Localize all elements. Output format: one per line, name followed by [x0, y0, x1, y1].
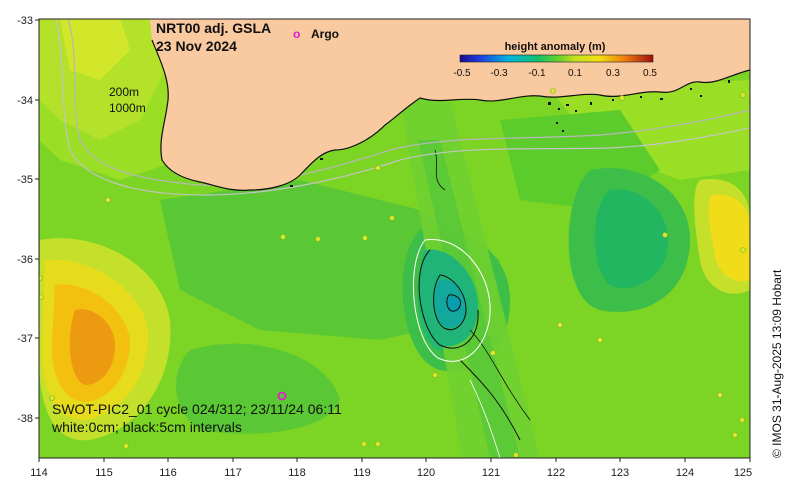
coastline	[151, 39, 750, 191]
map-plot-area	[39, 19, 750, 458]
swot-contour-info: white:0cm; black:5cm intervals	[51, 419, 242, 435]
swot-contour	[433, 274, 467, 330]
y-tick-label: -35	[17, 174, 33, 186]
plot-frame	[38, 18, 751, 459]
swot-contour	[418, 249, 479, 349]
colorbar-tick-label: -0.1	[528, 68, 546, 79]
x-tick-label: 116	[159, 467, 177, 479]
ocean-region	[595, 189, 669, 289]
y-tick-label: -36	[17, 254, 33, 266]
map-title: NRT00 adj. GSLA	[156, 20, 271, 36]
x-tick-label: 120	[417, 467, 435, 479]
y-tick-label: -34	[17, 95, 33, 107]
map-date: 23 Nov 2024	[156, 38, 237, 54]
x-axis-labels: 114 115 116 117 118 119 120 121 122 123 …	[30, 467, 752, 479]
warm-eddy-core	[69, 309, 115, 385]
x-tick-label: 117	[224, 467, 242, 479]
x-tick-label: 122	[547, 467, 565, 479]
x-tick-label: 121	[482, 467, 500, 479]
colorbar-title: height anomaly (m)	[505, 41, 606, 53]
coastal-islands	[290, 80, 730, 187]
x-tick-label: 114	[30, 467, 48, 479]
imos-credit: © IMOS 31-Aug-2025 13:09 Hobart	[770, 269, 784, 458]
x-tick-label: 118	[288, 467, 306, 479]
colorbar-ticks: -0.5 -0.3 -0.1 0.1 0.3 0.5	[453, 68, 657, 79]
colorbar	[459, 54, 654, 63]
colorbar-tick-label: 0.5	[643, 68, 657, 79]
colorbar-tick-label: -0.3	[490, 68, 508, 79]
argo-legend-label: Argo	[311, 27, 339, 41]
warm-eddy-core	[708, 194, 750, 282]
x-tick-label: 119	[353, 467, 371, 479]
ocean-region	[60, 19, 130, 80]
argo-legend-symbol: o	[293, 27, 300, 41]
colorbar-tick-label: 0.3	[606, 68, 620, 79]
swot-eddy-core	[447, 295, 462, 312]
x-tick-label: 124	[676, 467, 694, 479]
axis-ticks	[35, 19, 751, 462]
x-tick-label: 125	[734, 467, 752, 479]
swot-pass-info: SWOT-PIC2_01 cycle 024/312; 23/11/24 06:…	[52, 401, 342, 417]
colorbar-tick-label: -0.5	[453, 68, 471, 79]
y-tick-label: -33	[17, 15, 33, 27]
x-tick-label: 123	[611, 467, 629, 479]
isobath-200m	[67, 19, 750, 186]
observation-points	[39, 88, 746, 458]
isobath-1000m	[55, 19, 750, 196]
y-tick-label: -38	[17, 413, 33, 425]
argo-float-marker	[277, 391, 287, 401]
swot-zero-contour	[412, 239, 491, 362]
x-tick-label: 115	[95, 467, 113, 479]
ocean-region	[176, 343, 340, 434]
y-axis-labels: -33 -34 -35 -36 -37 -38	[17, 15, 33, 425]
isobath-label-1000m: 1000m	[109, 101, 146, 115]
swot-contour	[469, 329, 531, 421]
swot-contour	[446, 294, 461, 312]
y-tick-label: -37	[17, 333, 33, 345]
colorbar-tick-label: 0.1	[568, 68, 582, 79]
isobath-label-200m: 200m	[109, 85, 139, 99]
swot-zero-contour	[469, 379, 501, 458]
swot-contour	[459, 359, 521, 441]
